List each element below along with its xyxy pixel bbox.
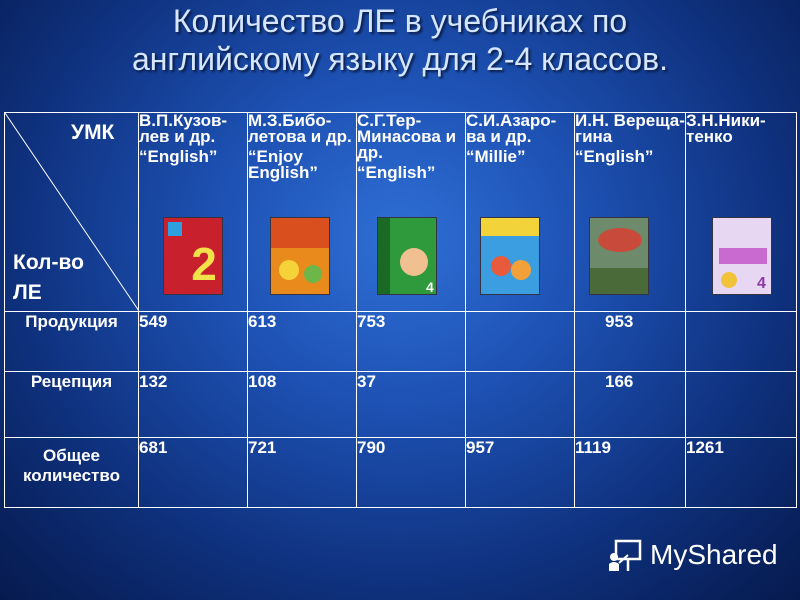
textbook-cover-image: 2 [163, 217, 223, 295]
textbook-cover-image: 4 [712, 217, 772, 295]
slide-title-line-1: Количество ЛЕ в учебниках по [172, 3, 628, 39]
slide-title: Количество ЛЕ в учебниках по английскому… [0, 2, 800, 78]
value-cell: 549 [138, 311, 248, 372]
row-label: Продукция [4, 311, 139, 372]
kolvo-label: Кол-во [13, 251, 84, 274]
header-row: УМК Кол-во ЛЕ В.П.Кузов-лев и др. “Engli… [4, 111, 797, 312]
value-cell: 753 [356, 311, 466, 372]
value-cell: 613 [247, 311, 357, 372]
value-cell: 37 [356, 371, 466, 438]
value-cell: 132 [138, 371, 248, 438]
column-book-title: “English” [357, 163, 436, 182]
value-cell: 1119 [574, 437, 686, 508]
column-book-title: “Enjoy English” [248, 147, 318, 182]
column-header-nikitenko: З.Н.Ники-тенко 4 [685, 111, 797, 312]
corner-cell: УМК Кол-во ЛЕ [4, 112, 139, 312]
row-label: Рецепция [4, 371, 139, 438]
value-cell: 953 [574, 311, 686, 372]
column-author: В.П.Кузов-лев и др. [139, 111, 228, 146]
value-cell: 957 [465, 437, 575, 508]
empty-cell [685, 371, 797, 438]
empty-cell [465, 371, 575, 438]
umk-label: УМК [71, 121, 115, 144]
value-cell: 108 [247, 371, 357, 438]
column-author: З.Н.Ники-тенко [686, 111, 766, 146]
table-row-total: Общее количество 681 721 790 957 1119 12… [4, 437, 797, 508]
empty-cell [465, 311, 575, 372]
svg-text:4: 4 [757, 275, 766, 292]
row-label: Общее количество [4, 437, 139, 508]
value-cell: 1261 [685, 437, 797, 508]
column-header-vereshchagina: И.Н. Вереща-гина “English” [574, 111, 686, 312]
column-author: С.Г.Тер-Минасова и др. [357, 111, 457, 162]
column-book-title: “Millie” [466, 147, 526, 166]
column-book-title: “English” [139, 147, 218, 166]
value-cell: 721 [247, 437, 357, 508]
slide-title-line-2: английскому языку для 2-4 классов. [131, 41, 669, 77]
value-cell: 790 [356, 437, 466, 508]
column-header-azarova: С.И.Азаро-ва и др. “Millie” [465, 111, 575, 312]
column-book-title: “English” [575, 147, 654, 166]
le-label: ЛЕ [13, 281, 42, 304]
textbook-cover-image: 4 [377, 217, 437, 295]
column-author: И.Н. Вереща-гина [575, 111, 685, 146]
value-cell: 166 [574, 371, 686, 438]
value-cell: 681 [138, 437, 248, 508]
le-count-table: УМК Кол-во ЛЕ В.П.Кузов-лев и др. “Engli… [4, 112, 797, 508]
svg-text:2: 2 [191, 238, 217, 290]
column-header-kuzovlev: В.П.Кузов-лев и др. “English” 2 [138, 111, 248, 312]
column-header-biboletova: М.З.Бибо-летова и др. “Enjoy English” [247, 111, 357, 312]
corner-diagonal-line [5, 113, 139, 311]
textbook-cover-image [270, 217, 330, 295]
empty-cell [685, 311, 797, 372]
textbook-cover-image [480, 217, 540, 295]
myshared-watermark: MyShared [608, 535, 778, 575]
column-header-ter-minasova: С.Г.Тер-Минасова и др. “English” 4 [356, 111, 466, 312]
presentation-board-icon [609, 539, 642, 571]
textbook-cover-image [589, 217, 649, 295]
brand-name: MyShared [650, 539, 778, 570]
column-author: М.З.Бибо-летова и др. [248, 111, 352, 146]
table-row-production: Продукция 549 613 753 953 [4, 311, 797, 372]
svg-text:4: 4 [426, 279, 434, 295]
table-row-reception: Рецепция 132 108 37 166 [4, 371, 797, 438]
column-author: С.И.Азаро-ва и др. [466, 111, 557, 146]
